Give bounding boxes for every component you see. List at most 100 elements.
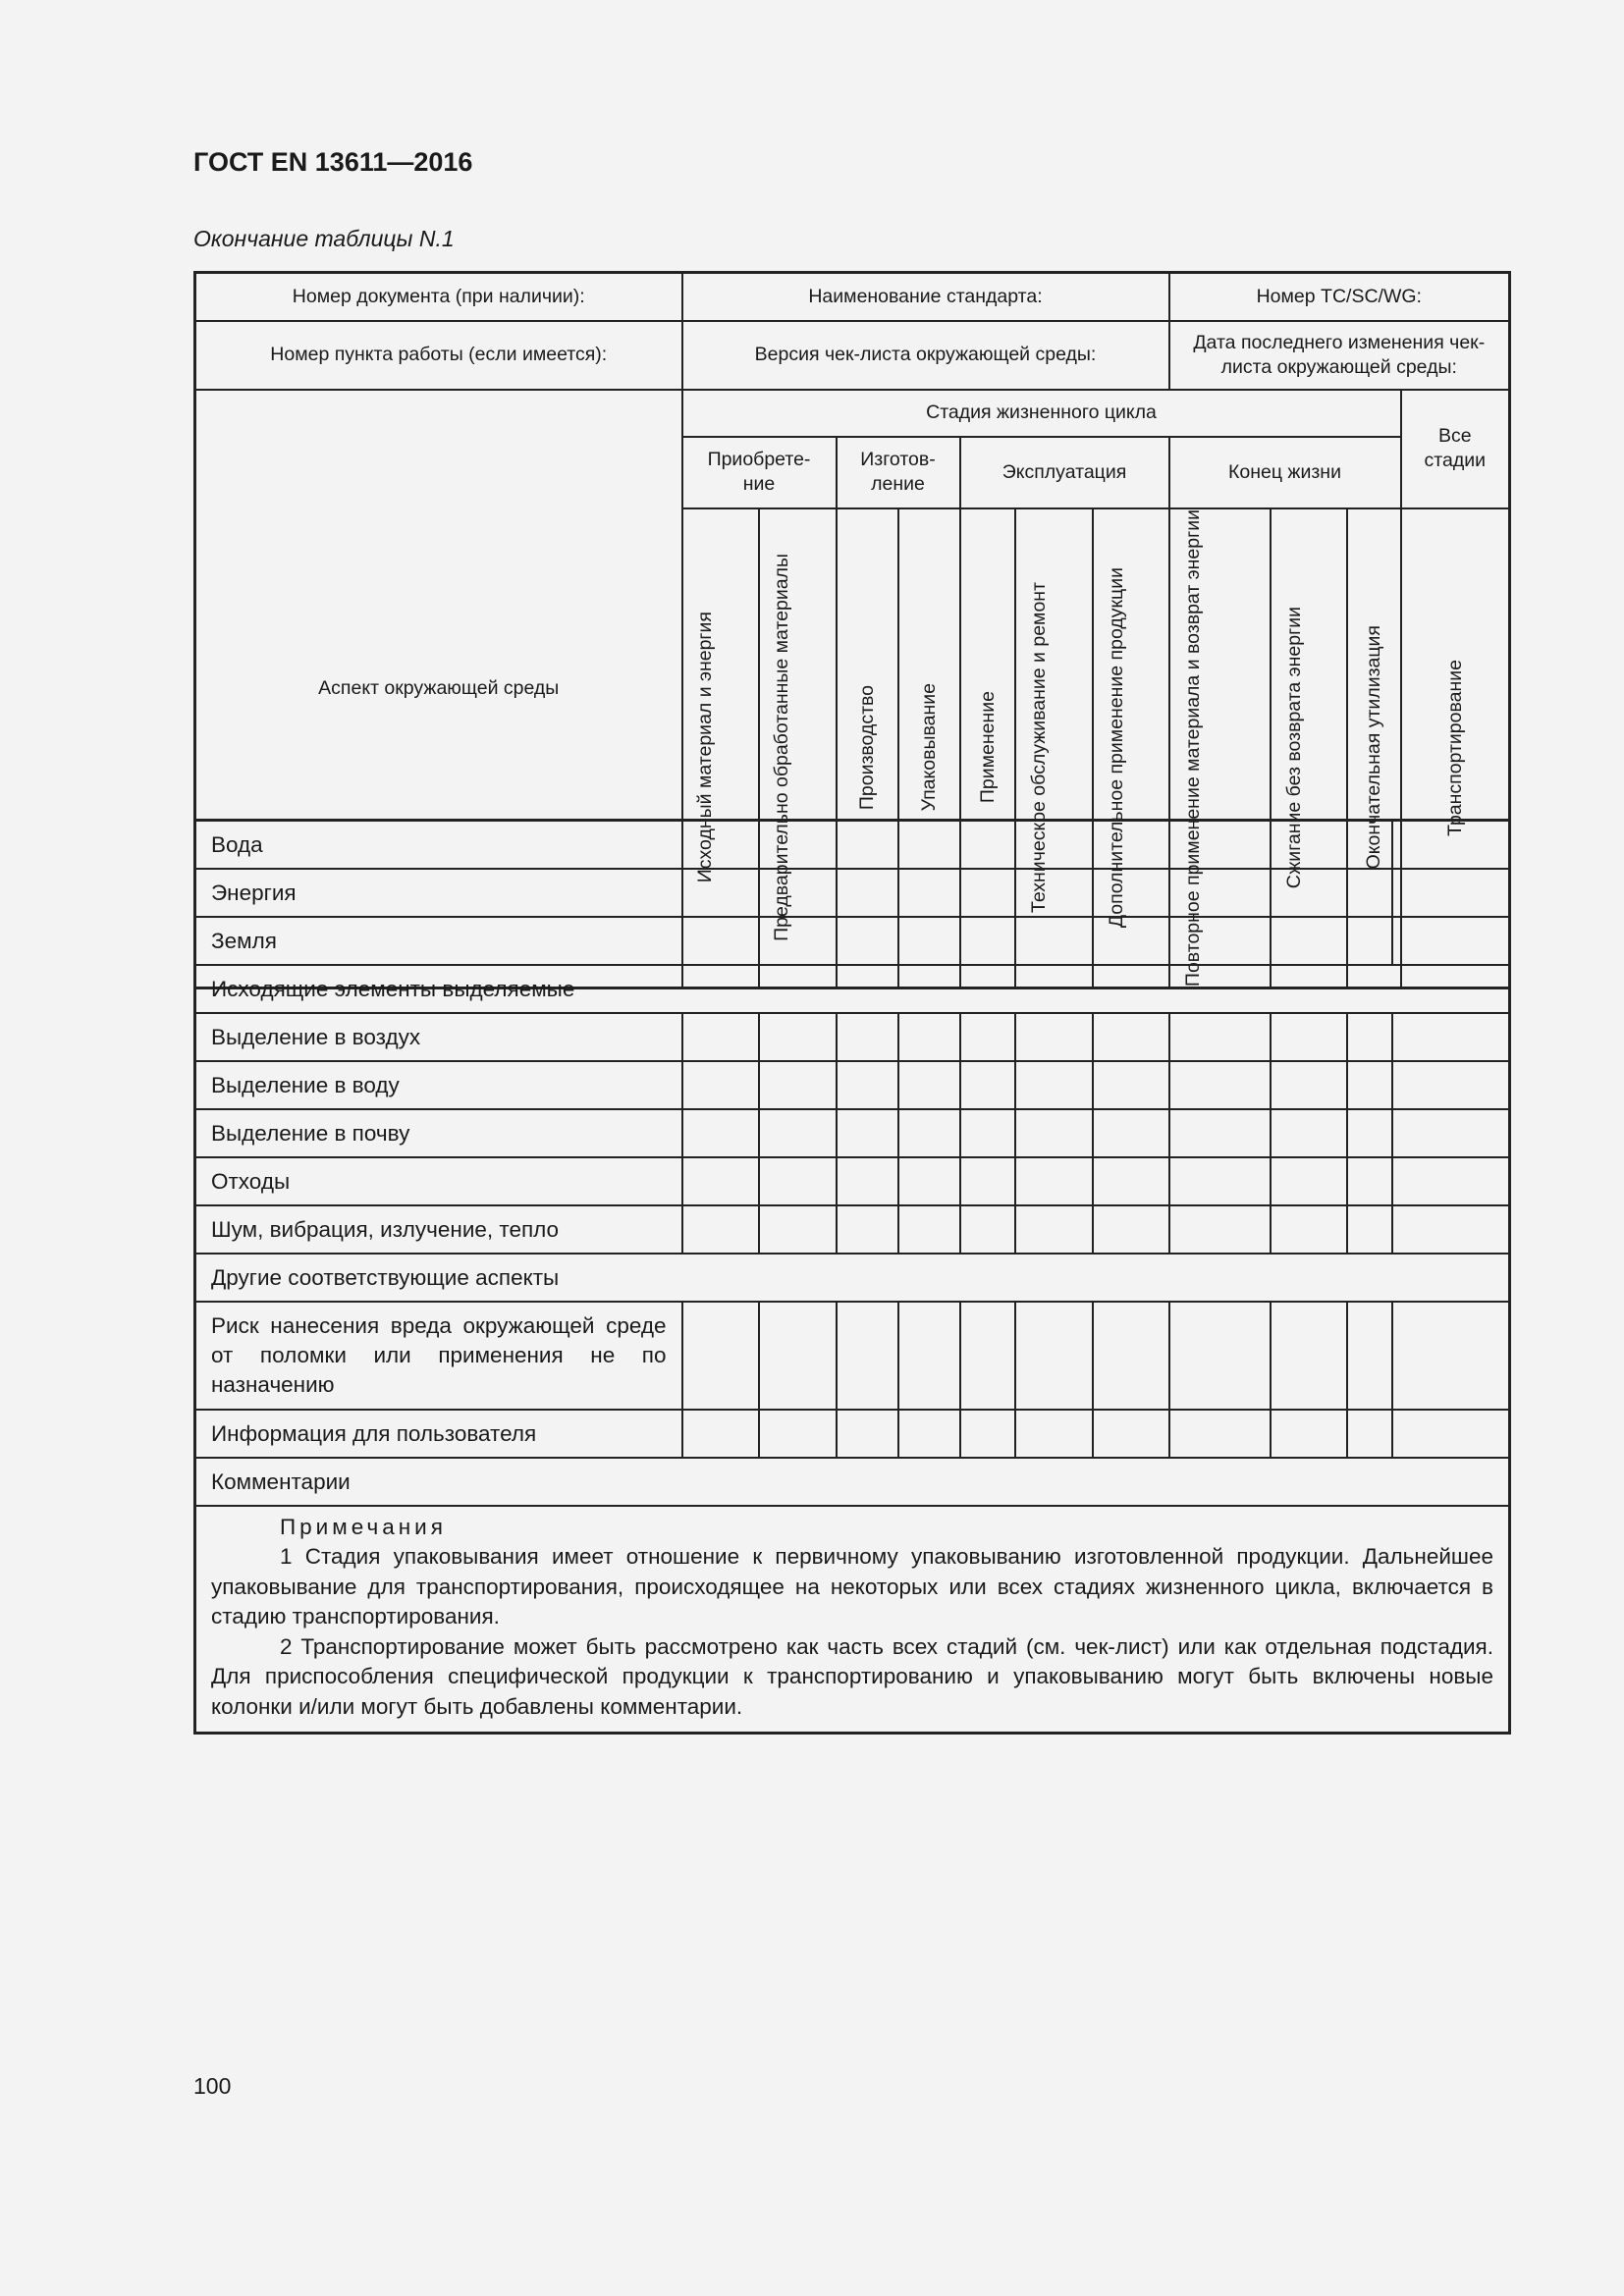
checklist-cell[interactable] bbox=[1390, 867, 1511, 918]
checklist-cell[interactable] bbox=[1390, 1107, 1511, 1158]
checklist-cell[interactable] bbox=[1345, 1300, 1393, 1411]
checklist-cell[interactable] bbox=[1167, 1107, 1272, 1158]
checklist-cell[interactable] bbox=[1013, 867, 1094, 918]
checklist-cell[interactable] bbox=[680, 915, 760, 966]
checklist-cell[interactable] bbox=[1167, 1300, 1272, 1411]
checklist-cell[interactable] bbox=[1167, 1059, 1272, 1110]
checklist-cell[interactable] bbox=[1345, 1408, 1393, 1459]
checklist-cell[interactable] bbox=[1091, 1203, 1170, 1255]
checklist-cell[interactable] bbox=[958, 819, 1016, 870]
checklist-cell[interactable] bbox=[1167, 915, 1272, 966]
checklist-cell[interactable] bbox=[896, 915, 961, 966]
checklist-cell[interactable] bbox=[1269, 819, 1348, 870]
checklist-cell[interactable] bbox=[680, 1203, 760, 1255]
checklist-cell[interactable] bbox=[1269, 1011, 1348, 1062]
checklist-cell[interactable] bbox=[1345, 1011, 1393, 1062]
checklist-cell[interactable] bbox=[1345, 1107, 1393, 1158]
checklist-cell[interactable] bbox=[1091, 1300, 1170, 1411]
checklist-cell[interactable] bbox=[1269, 1155, 1348, 1206]
checklist-cell[interactable] bbox=[1345, 1155, 1393, 1206]
checklist-cell[interactable] bbox=[1013, 1300, 1094, 1411]
checklist-cell[interactable] bbox=[896, 1300, 961, 1411]
checklist-cell[interactable] bbox=[680, 1155, 760, 1206]
checklist-cell[interactable] bbox=[1167, 1011, 1272, 1062]
checklist-cell[interactable] bbox=[1013, 1203, 1094, 1255]
checklist-cell[interactable] bbox=[835, 1059, 899, 1110]
checklist-cell[interactable] bbox=[896, 1203, 961, 1255]
checklist-cell[interactable] bbox=[896, 1011, 961, 1062]
checklist-cell[interactable] bbox=[680, 1408, 760, 1459]
checklist-cell[interactable] bbox=[835, 1155, 899, 1206]
checklist-cell[interactable] bbox=[1091, 867, 1170, 918]
checklist-cell[interactable] bbox=[835, 1203, 899, 1255]
checklist-cell[interactable] bbox=[958, 1011, 1016, 1062]
checklist-cell[interactable] bbox=[680, 1300, 760, 1411]
checklist-cell[interactable] bbox=[958, 1155, 1016, 1206]
checklist-cell[interactable] bbox=[835, 915, 899, 966]
checklist-cell[interactable] bbox=[1390, 1203, 1511, 1255]
checklist-cell[interactable] bbox=[1013, 819, 1094, 870]
checklist-cell[interactable] bbox=[680, 819, 760, 870]
checklist-cell[interactable] bbox=[757, 1011, 838, 1062]
checklist-cell[interactable] bbox=[757, 1408, 838, 1459]
checklist-cell[interactable] bbox=[958, 867, 1016, 918]
checklist-cell[interactable] bbox=[1013, 1107, 1094, 1158]
checklist-cell[interactable] bbox=[757, 867, 838, 918]
checklist-cell[interactable] bbox=[1167, 867, 1272, 918]
checklist-cell[interactable] bbox=[835, 867, 899, 918]
checklist-cell[interactable] bbox=[757, 819, 838, 870]
checklist-cell[interactable] bbox=[757, 1203, 838, 1255]
checklist-cell[interactable] bbox=[896, 1107, 961, 1158]
checklist-cell[interactable] bbox=[958, 915, 1016, 966]
checklist-cell[interactable] bbox=[1091, 1155, 1170, 1206]
checklist-cell[interactable] bbox=[1390, 1408, 1511, 1459]
checklist-cell[interactable] bbox=[1390, 915, 1511, 966]
checklist-cell[interactable] bbox=[1345, 1203, 1393, 1255]
checklist-cell[interactable] bbox=[1091, 819, 1170, 870]
checklist-cell[interactable] bbox=[958, 1107, 1016, 1158]
checklist-cell[interactable] bbox=[1091, 1107, 1170, 1158]
checklist-cell[interactable] bbox=[757, 1059, 838, 1110]
checklist-cell[interactable] bbox=[958, 1408, 1016, 1459]
checklist-cell[interactable] bbox=[1167, 819, 1272, 870]
checklist-cell[interactable] bbox=[1390, 1059, 1511, 1110]
checklist-cell[interactable] bbox=[835, 1011, 899, 1062]
checklist-cell[interactable] bbox=[896, 867, 961, 918]
checklist-cell[interactable] bbox=[680, 1107, 760, 1158]
checklist-cell[interactable] bbox=[1269, 915, 1348, 966]
checklist-cell[interactable] bbox=[958, 1059, 1016, 1110]
checklist-cell[interactable] bbox=[680, 1059, 760, 1110]
checklist-cell[interactable] bbox=[1269, 1408, 1348, 1459]
checklist-cell[interactable] bbox=[896, 1059, 961, 1110]
checklist-cell[interactable] bbox=[835, 1107, 899, 1158]
checklist-cell[interactable] bbox=[1390, 1011, 1511, 1062]
checklist-cell[interactable] bbox=[1013, 915, 1094, 966]
checklist-cell[interactable] bbox=[1167, 1203, 1272, 1255]
checklist-cell[interactable] bbox=[1091, 915, 1170, 966]
checklist-cell[interactable] bbox=[1013, 1059, 1094, 1110]
checklist-cell[interactable] bbox=[835, 1408, 899, 1459]
checklist-cell[interactable] bbox=[1269, 1203, 1348, 1255]
checklist-cell[interactable] bbox=[896, 819, 961, 870]
checklist-cell[interactable] bbox=[1091, 1011, 1170, 1062]
checklist-cell[interactable] bbox=[757, 1155, 838, 1206]
checklist-cell[interactable] bbox=[1269, 1059, 1348, 1110]
checklist-cell[interactable] bbox=[1390, 1300, 1511, 1411]
checklist-cell[interactable] bbox=[757, 915, 838, 966]
checklist-cell[interactable] bbox=[1091, 1408, 1170, 1459]
checklist-cell[interactable] bbox=[958, 1300, 1016, 1411]
checklist-cell[interactable] bbox=[1269, 1300, 1348, 1411]
checklist-cell[interactable] bbox=[680, 867, 760, 918]
checklist-cell[interactable] bbox=[1013, 1011, 1094, 1062]
checklist-cell[interactable] bbox=[1269, 867, 1348, 918]
checklist-cell[interactable] bbox=[1013, 1408, 1094, 1459]
checklist-cell[interactable] bbox=[757, 1300, 838, 1411]
checklist-cell[interactable] bbox=[1390, 1155, 1511, 1206]
checklist-cell[interactable] bbox=[1345, 1059, 1393, 1110]
checklist-cell[interactable] bbox=[958, 1203, 1016, 1255]
checklist-cell[interactable] bbox=[1269, 1107, 1348, 1158]
checklist-cell[interactable] bbox=[1167, 1408, 1272, 1459]
checklist-cell[interactable] bbox=[1345, 867, 1393, 918]
checklist-cell[interactable] bbox=[896, 1155, 961, 1206]
checklist-cell[interactable] bbox=[896, 1408, 961, 1459]
